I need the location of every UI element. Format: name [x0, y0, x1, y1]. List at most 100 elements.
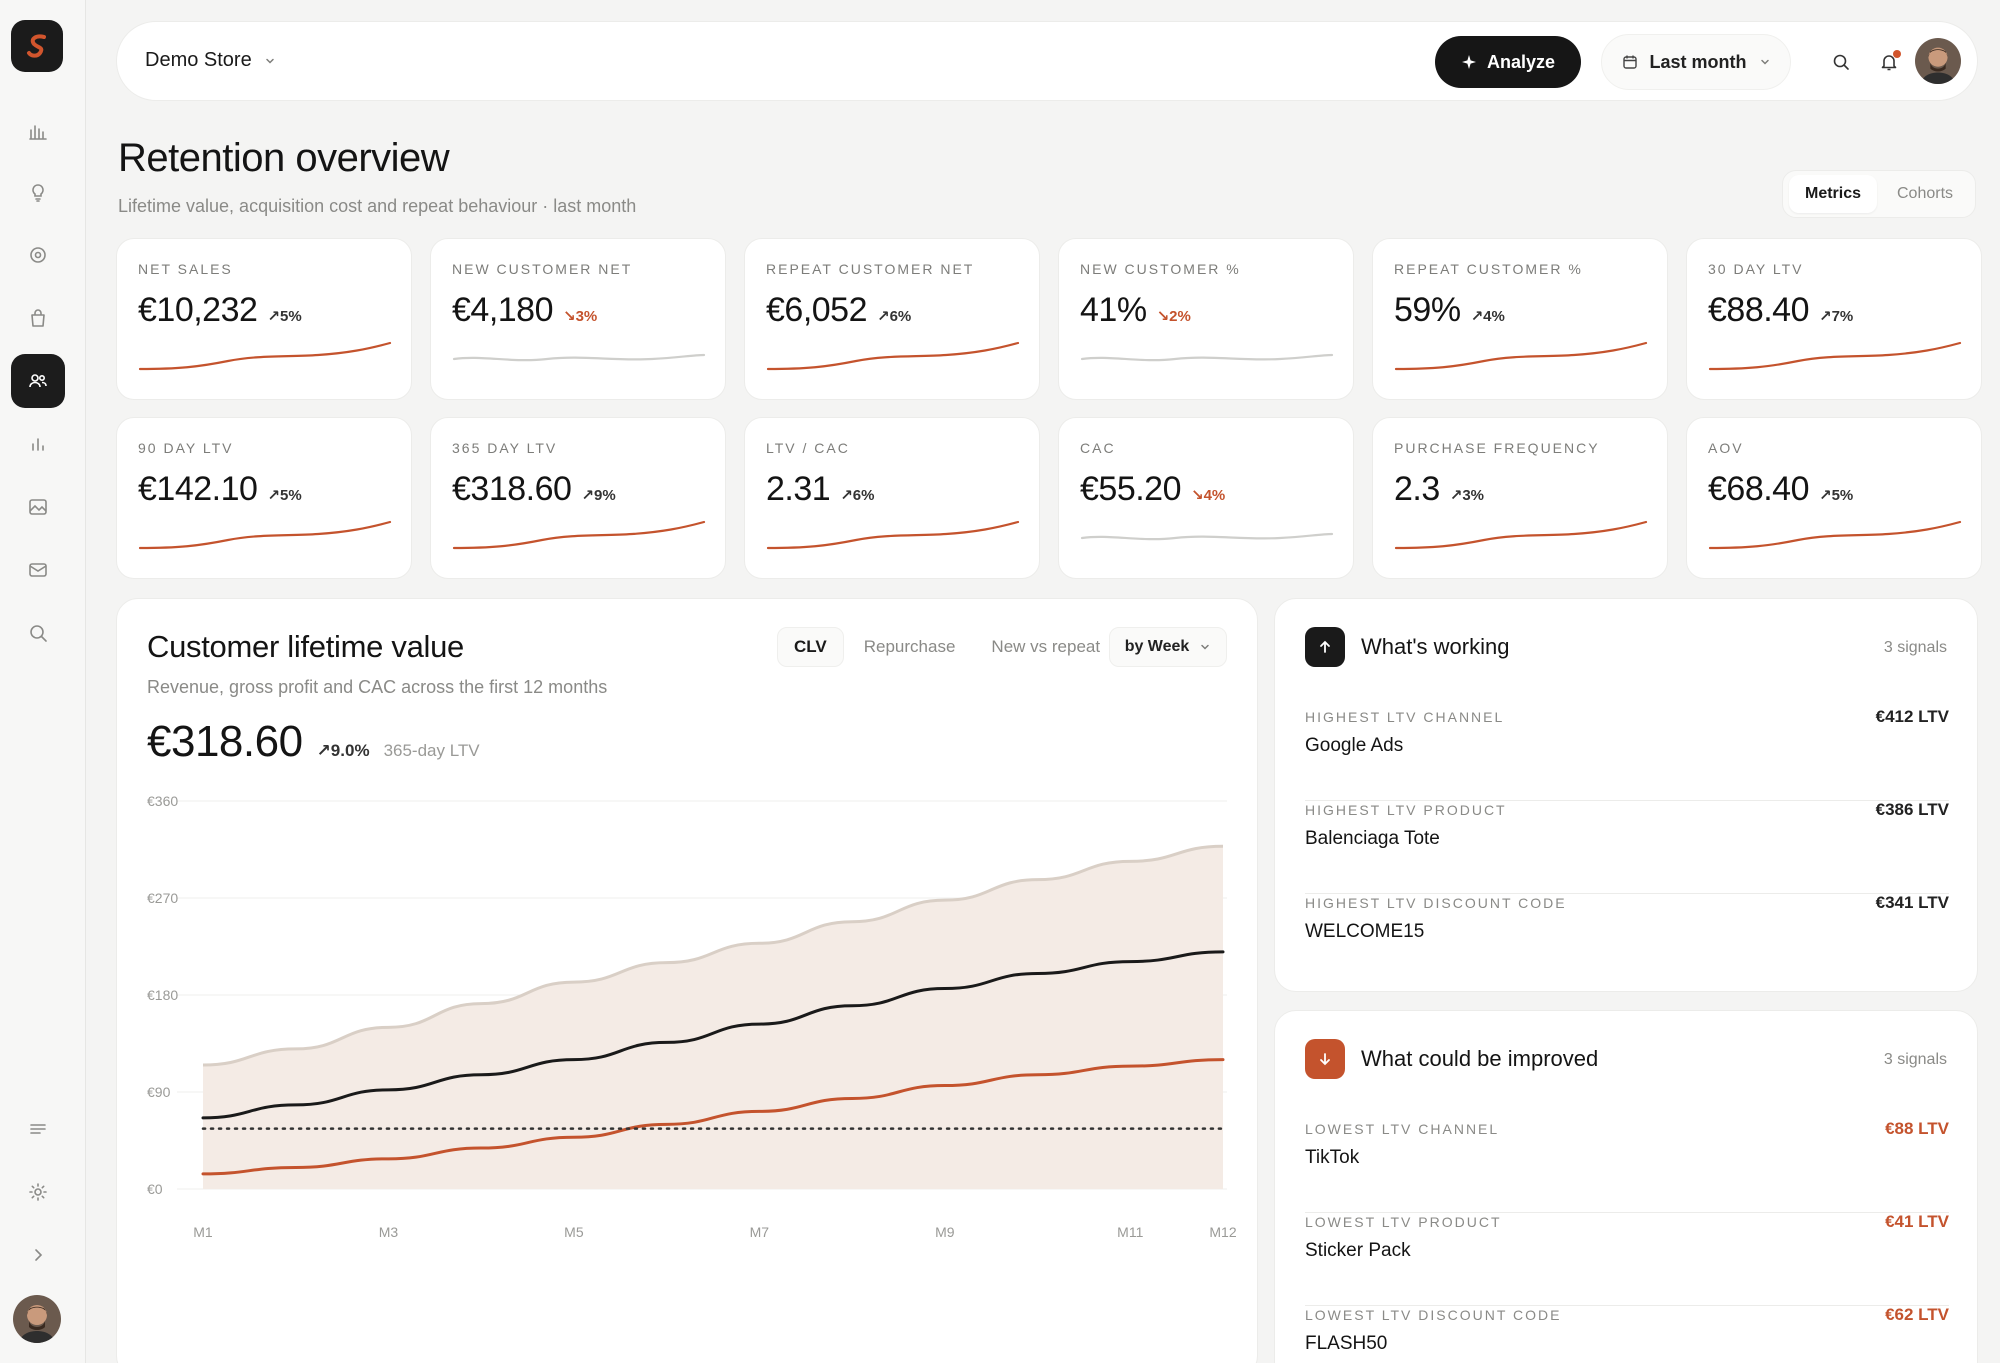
signal-row[interactable]: HIGHEST LTV CHANNEL Google Ads €412 LTV: [1305, 707, 1949, 801]
kpi-label: 90 DAY LTV: [138, 440, 234, 456]
users-icon[interactable]: [11, 354, 65, 408]
signal-value: €41 LTV: [1885, 1212, 1949, 1231]
kpi-delta: ↘2%: [1156, 308, 1191, 325]
notification-dot: [1893, 50, 1901, 58]
chart-tabs: CLV Repurchase New vs repeat: [777, 627, 1116, 667]
sidebar: [0, 0, 86, 1363]
kpi-delta: ↗5%: [1819, 487, 1854, 504]
chart-headline: €318.60 ↗9.0% 365-day LTV: [147, 717, 480, 767]
y-tick-label: €0: [147, 1181, 163, 1197]
chart-icon[interactable]: [11, 104, 65, 158]
kpi-label: REPEAT CUSTOMER %: [1394, 261, 1583, 277]
signal-label: LOWEST LTV CHANNEL: [1305, 1121, 1500, 1137]
kpi-label: NET SALES: [138, 261, 233, 277]
kpi-card[interactable]: 90 DAY LTV €142.10 ↗5%: [116, 417, 412, 579]
kpi-card[interactable]: PURCHASE FREQUENCY 2.3 ↗3%: [1372, 417, 1668, 579]
mail-icon[interactable]: [11, 543, 65, 597]
page-subtitle: Lifetime value, acquisition cost and rep…: [118, 196, 637, 216]
clv-chart: €360 €270 €180 €90 €0 M1 M3 M5 M7 M9 M11 M12: [147, 793, 1237, 1240]
x-tick-label: M5: [564, 1224, 584, 1240]
kpi-value: 2.3: [1394, 470, 1440, 508]
chevron-right-icon[interactable]: [11, 1228, 65, 1282]
kpi-value: 59%: [1394, 291, 1461, 329]
bars-icon[interactable]: [11, 417, 65, 471]
kpi-delta: ↗4%: [1470, 308, 1505, 325]
kpi-delta: ↗3%: [1449, 487, 1485, 504]
kpi-sparkline: [1080, 532, 1334, 541]
kpi-value: 41%: [1080, 291, 1147, 329]
signal-row[interactable]: LOWEST LTV PRODUCT Sticker Pack €41 LTV: [1305, 1212, 1949, 1306]
signal-row[interactable]: HIGHEST LTV DISCOUNT CODE WELCOME15 €341 L…: [1305, 893, 1949, 987]
kpi-card[interactable]: NEW CUSTOMER % 41% ↘2%: [1058, 238, 1354, 400]
kpi-label: NEW CUSTOMER NET: [452, 261, 633, 277]
sparkle-icon: [1461, 55, 1476, 69]
image-icon[interactable]: [11, 480, 65, 534]
date-range-select[interactable]: Last month: [1601, 34, 1791, 90]
tab-repurchase[interactable]: Repurchase: [863, 637, 956, 656]
kpi-label: 30 DAY LTV: [1708, 261, 1804, 277]
kpi-value-row: €10,232 ↗5%: [138, 291, 302, 330]
kpi-card[interactable]: REPEAT CUSTOMER NET €6,052 ↗6%: [744, 238, 1040, 400]
granularity-label: by Week: [1124, 638, 1190, 655]
kpi-sparkline: [1394, 341, 1648, 371]
kpi-card[interactable]: REPEAT CUSTOMER % 59% ↗4%: [1372, 238, 1668, 400]
signal-value: €62 LTV: [1885, 1305, 1949, 1324]
kpi-sparkline: [1708, 341, 1962, 371]
signal-row[interactable]: HIGHEST LTV PRODUCT Balenciaga Tote €386 L…: [1305, 800, 1949, 894]
improve-card: What could be improved 3 signals LOWEST …: [1274, 1010, 1978, 1363]
kpi-card[interactable]: AOV €68.40 ↗5%: [1686, 417, 1982, 579]
avatar[interactable]: [1915, 38, 1961, 84]
kpi-card[interactable]: CAC €55.20 ↘4%: [1058, 417, 1354, 579]
kpi-delta: ↗5%: [267, 308, 302, 325]
kpi-value-row: €55.20 ↘4%: [1080, 470, 1225, 509]
improve-count: 3 signals: [1883, 1051, 1947, 1068]
granularity-select[interactable]: by Week: [1109, 627, 1227, 667]
kpi-sparkline: [1080, 353, 1334, 362]
store-name: Demo Store: [145, 49, 252, 71]
kpi-card[interactable]: LTV / CAC 2.31 ↗6%: [744, 417, 1040, 579]
x-tick-label: M3: [379, 1224, 399, 1240]
y-tick-label: €270: [147, 890, 178, 906]
menu-icon[interactable]: [11, 1102, 65, 1156]
analyze-button[interactable]: Analyze: [1435, 36, 1581, 88]
tab-cohorts[interactable]: Cohorts: [1896, 185, 1954, 202]
bell-icon[interactable]: [1871, 44, 1907, 80]
kpi-label: CAC: [1080, 440, 1116, 456]
signal-row[interactable]: LOWEST LTV CHANNEL TikTok €88 LTV: [1305, 1119, 1949, 1213]
kpi-card[interactable]: 365 DAY LTV €318.60 ↗9%: [430, 417, 726, 579]
signal-name: FLASH50: [1305, 1333, 1388, 1354]
x-tick-label: M9: [935, 1224, 955, 1240]
search-icon[interactable]: [11, 606, 65, 660]
search-icon[interactable]: [1823, 44, 1859, 80]
kpi-delta: ↗6%: [840, 487, 875, 504]
series-line: [201, 950, 1225, 1120]
tab-clv[interactable]: CLV: [777, 627, 844, 667]
arrow-down-icon: [1305, 1039, 1345, 1079]
kpi-value: €4,180: [452, 291, 554, 329]
sun-icon[interactable]: [11, 1165, 65, 1219]
kpi-card[interactable]: NEW CUSTOMER NET €4,180 ↘3%: [430, 238, 726, 400]
logo-icon[interactable]: [11, 20, 63, 72]
kpi-sparkline: [452, 520, 706, 550]
signal-label: HIGHEST LTV CHANNEL: [1305, 709, 1505, 725]
chart-subtitle: Revenue, gross profit and CAC across the…: [147, 677, 608, 697]
kpi-label: NEW CUSTOMER %: [1080, 261, 1241, 277]
kpi-value-row: €4,180 ↘3%: [452, 291, 597, 330]
target-icon[interactable]: [11, 228, 65, 282]
kpi-value-row: 41% ↘2%: [1080, 291, 1191, 330]
bag-icon[interactable]: [11, 291, 65, 345]
tab-metrics[interactable]: Metrics: [1789, 175, 1877, 213]
signal-row[interactable]: LOWEST LTV DISCOUNT CODE FLASH50 €62 LTV: [1305, 1305, 1949, 1363]
store-selector[interactable]: Demo Store: [145, 49, 276, 72]
kpi-sparkline: [766, 341, 1020, 371]
kpi-value: €88.40: [1708, 291, 1810, 329]
kpi-card[interactable]: NET SALES €10,232 ↗5%: [116, 238, 412, 400]
kpi-value-row: €6,052 ↗6%: [766, 291, 911, 330]
kpi-card[interactable]: 30 DAY LTV €88.40 ↗7%: [1686, 238, 1982, 400]
calendar-icon: [1622, 55, 1637, 69]
kpi-value-row: €318.60 ↗9%: [452, 470, 616, 509]
analyze-label: Analyze: [1486, 51, 1556, 72]
avatar[interactable]: [13, 1295, 61, 1343]
tab-new-vs-repeat[interactable]: New vs repeat: [991, 637, 1101, 656]
bulb-icon[interactable]: [11, 166, 65, 220]
